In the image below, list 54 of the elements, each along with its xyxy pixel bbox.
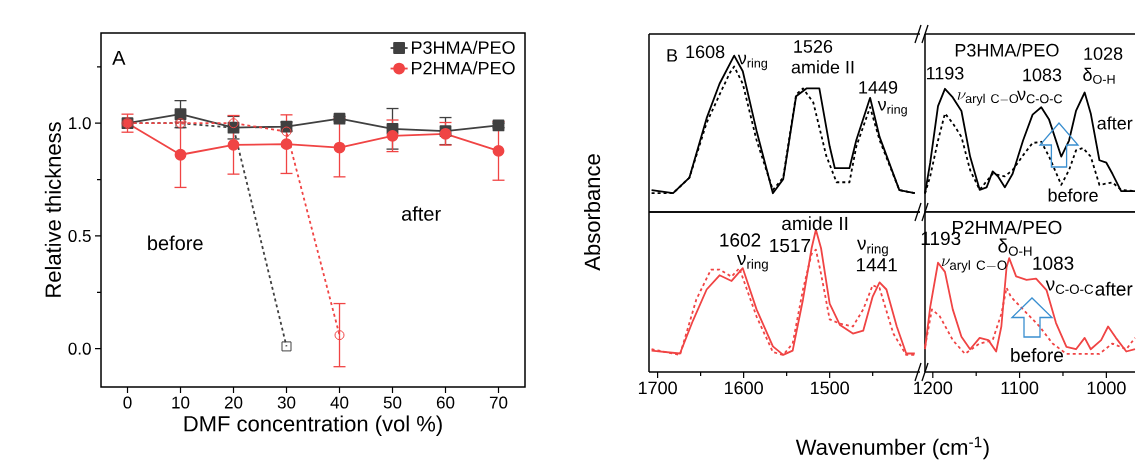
- annotation: before: [1048, 188, 1098, 202]
- legend-label: P3HMA/PEO: [412, 40, 515, 54]
- x-tick-label: 30: [277, 396, 296, 409]
- text: P3HMA/PEO: [955, 43, 1059, 57]
- text: 1193: [926, 66, 964, 80]
- annotation: 1602: [720, 233, 761, 247]
- annotation: amide II: [782, 216, 848, 231]
- annotation: A: [112, 50, 126, 65]
- x-tick-label: 1100: [1001, 381, 1039, 395]
- annotation: ν$_{ring}$: [857, 239, 888, 257]
- x-tick-label: 70: [489, 396, 508, 409]
- x-tick-label: 40: [330, 396, 349, 409]
- x-tick-label: 10: [172, 396, 190, 409]
- x-tick-label: 1700: [638, 381, 677, 395]
- x-tick-label: 0: [123, 396, 132, 409]
- text: 1526: [794, 40, 833, 53]
- x-tick-label: 1000: [1087, 381, 1126, 395]
- x-axis-title: Wavenumber (cm$^{-1}$): [795, 436, 989, 460]
- annotation: 1608: [686, 45, 725, 59]
- annotation: ν$_{C-O-C}$: [1017, 90, 1063, 104]
- y-axis-title: Relative thickness: [44, 122, 61, 297]
- annotation: 1449: [859, 81, 898, 94]
- y-axis-title: Absorbance: [584, 154, 601, 271]
- x-tick-label: 1200: [914, 381, 953, 395]
- x-tick-label: 1500: [811, 381, 849, 395]
- annotation: $\nu_{\mathrm{aryl\ C{-}O}}$: [957, 92, 1019, 106]
- annotation: ν$_{ring}$: [736, 254, 768, 272]
- text: δ$_{O-H}$: [998, 238, 1032, 256]
- text: 1083: [1023, 68, 1062, 82]
- x-tick-label: 60: [436, 396, 455, 409]
- annotation: before: [148, 235, 203, 251]
- text: 1028: [1084, 47, 1123, 60]
- annotation: B: [667, 49, 678, 62]
- x-tick-label: 20: [224, 396, 243, 409]
- annotation: ν$_{ring}$: [877, 101, 907, 117]
- x-tick-label: 50: [383, 396, 402, 409]
- annotation: ν$_{ring}$: [737, 54, 767, 71]
- annotation: before: [1011, 348, 1064, 362]
- y-tick-label: 1.0: [69, 117, 91, 130]
- legend-label: P2HMA/PEO: [412, 61, 515, 75]
- annotation: after: [1097, 116, 1133, 130]
- x-axis-title: DMF concentration (vol %): [184, 415, 442, 436]
- text: δ$_{O-H}$: [1083, 67, 1115, 84]
- annotation: after: [401, 206, 441, 221]
- annotation: 1441: [856, 258, 897, 272]
- annotation: ν$_{C-O-C}$: [1045, 280, 1094, 294]
- x-tick-label: 1600: [724, 381, 763, 395]
- y-tick-label: 0.0: [68, 342, 91, 355]
- annotation: 1083: [1033, 256, 1074, 270]
- y-tick-label: 0.5: [68, 229, 91, 242]
- annotation: after: [1095, 281, 1133, 296]
- annotation: amide II: [791, 60, 854, 74]
- annotation: 1517: [770, 238, 811, 253]
- annotation: $\nu_{\mathrm{aryl\ C{-}O}}$: [941, 258, 1007, 273]
